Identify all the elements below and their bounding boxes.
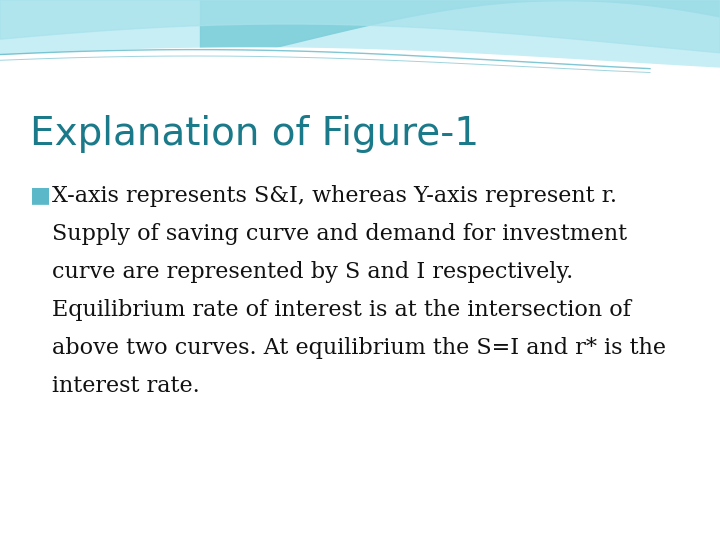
Text: interest rate.: interest rate. [52, 375, 199, 397]
Text: Explanation of Figure-1: Explanation of Figure-1 [30, 115, 479, 153]
Text: Equilibrium rate of interest is at the intersection of: Equilibrium rate of interest is at the i… [52, 299, 631, 321]
Text: above two curves. At equilibrium the S=I and r* is the: above two curves. At equilibrium the S=I… [52, 337, 666, 359]
Text: Supply of saving curve and demand for investment: Supply of saving curve and demand for in… [52, 223, 627, 245]
Text: curve are represented by S and I respectively.: curve are represented by S and I respect… [52, 261, 573, 283]
Text: ■: ■ [30, 185, 51, 205]
Text: X-axis represents S&I, whereas Y-axis represent r.: X-axis represents S&I, whereas Y-axis re… [52, 185, 617, 207]
